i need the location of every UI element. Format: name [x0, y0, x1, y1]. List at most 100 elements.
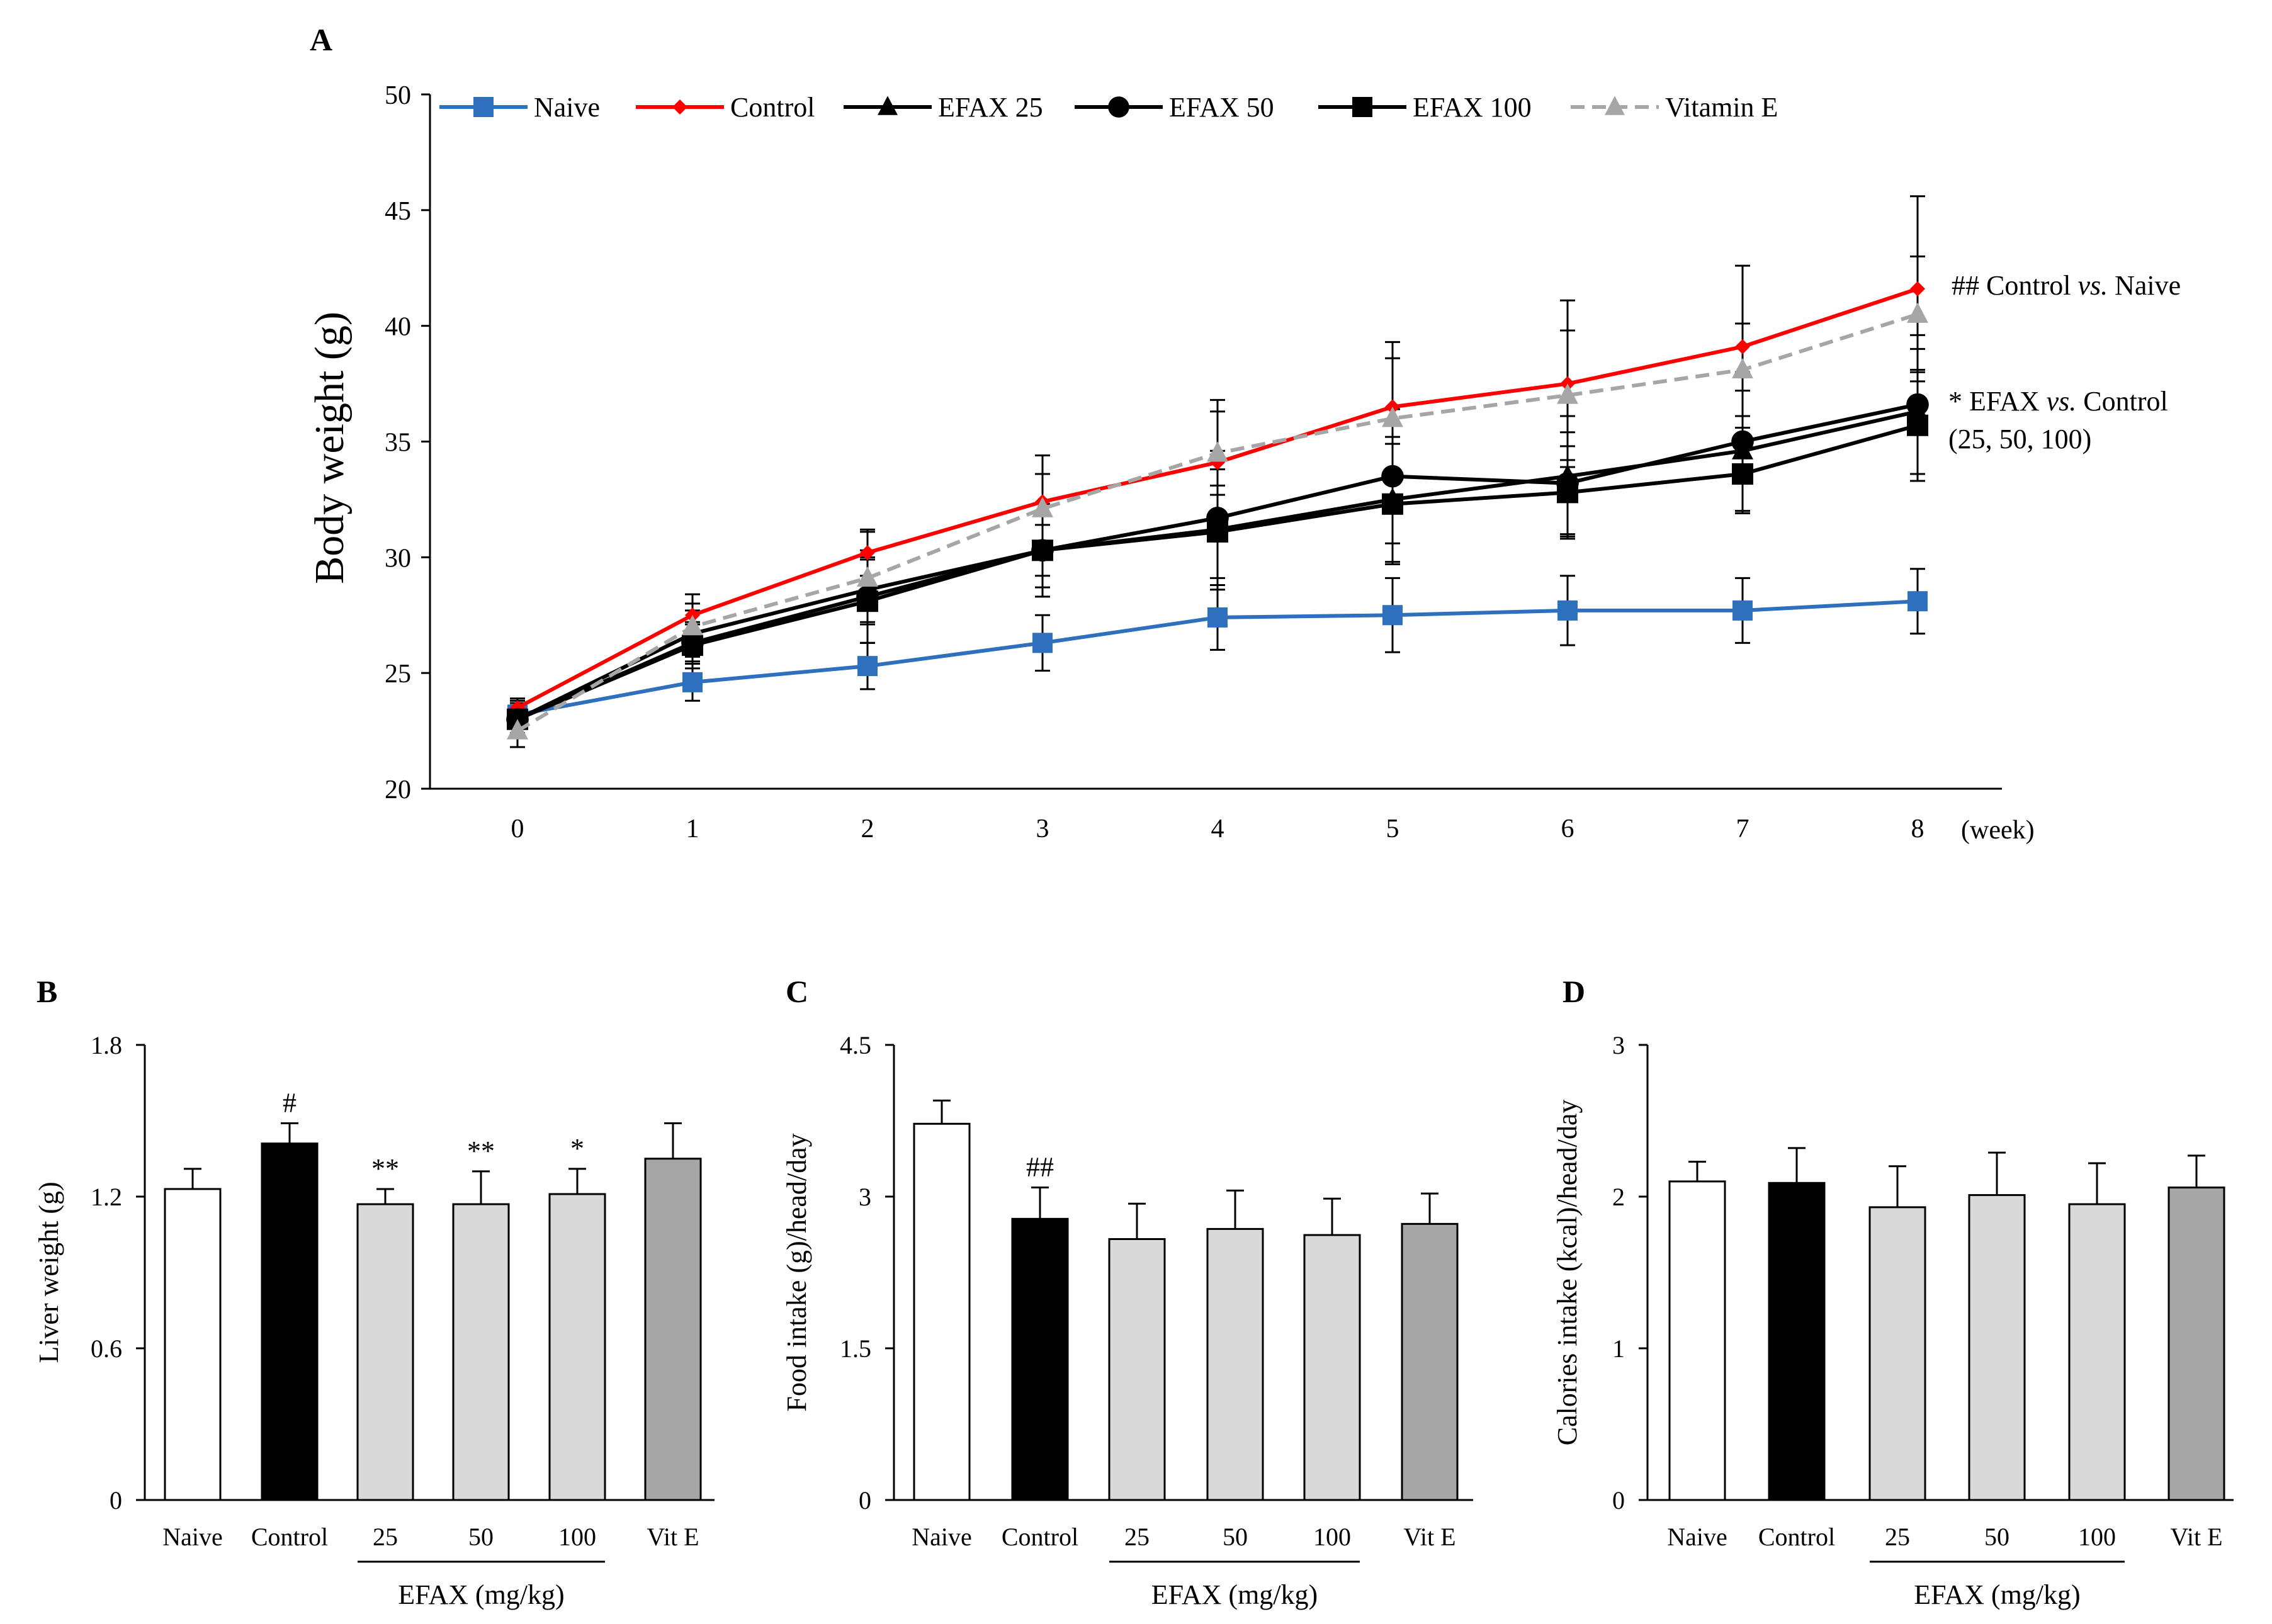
legend-item-efax-100: EFAX 100 [1318, 92, 1532, 123]
x-tick-label: 25 [1885, 1523, 1910, 1551]
data-point [1732, 600, 1753, 621]
y-tick-label: 1.2 [91, 1183, 122, 1211]
x-tick-label: 50 [468, 1523, 494, 1551]
x-tick-label: 25 [373, 1523, 398, 1551]
legend-label: Control [730, 92, 815, 123]
annotation-doses: (25, 50, 100) [1948, 424, 2091, 454]
data-point [1382, 493, 1403, 515]
legend-item-vitamin-e: Vitamin E [1571, 92, 1778, 123]
panel-label-d: D [1563, 974, 1585, 1009]
bar-group-control: ## Control [1002, 1152, 1078, 1551]
significance-marker: ## [1026, 1152, 1054, 1183]
legend-swatch-marker [1352, 97, 1372, 117]
x-tick-label: 100 [558, 1523, 596, 1551]
y-axis-title: Body weight (g) [307, 312, 353, 584]
data-point [1907, 302, 1928, 323]
bar-group-vit-e: Vit E [2167, 1154, 2225, 1551]
panel-b-liver-weight-chart: 0 0.6 1.2 1.8 Liver weight (g) Naive # Control *… [33, 1031, 715, 1610]
y-axis-title: Liver weight (g) [33, 1181, 64, 1363]
x-tick-label: 5 [1386, 815, 1399, 843]
bar [1206, 1227, 1264, 1501]
x-tick-label: Naive [162, 1523, 223, 1551]
data-point [682, 634, 703, 657]
series-vitamin-e [507, 302, 1928, 740]
data-point [1557, 482, 1578, 504]
x-tick-label: 100 [1313, 1523, 1351, 1551]
y-tick-label: 25 [385, 660, 411, 689]
bar-group-25: 25 [1108, 1202, 1166, 1551]
bar-group-naive: Naive [162, 1168, 223, 1551]
legend-item-efax-25: EFAX 25 [844, 92, 1043, 123]
legend-label: EFAX 100 [1413, 92, 1532, 123]
annotation-text: Control [2076, 386, 2167, 417]
y-tick-label: 1.5 [840, 1334, 871, 1363]
annotation-italic: vs. [2077, 270, 2108, 301]
bar [1668, 1180, 1726, 1501]
legend-item-efax-50: EFAX 50 [1075, 92, 1274, 123]
data-point [1731, 430, 1754, 453]
group-label: EFAX (mg/kg) [398, 1579, 564, 1610]
x-tick-label: 0 [511, 815, 524, 843]
x-tick-label: 50 [1223, 1523, 1248, 1551]
x-tick-label: Vit E [2170, 1523, 2222, 1551]
data-point [857, 656, 878, 677]
x-tick-label: Control [1758, 1523, 1835, 1551]
bar-group-50: 50 [1968, 1151, 2026, 1551]
y-tick-label: 3 [1612, 1031, 1625, 1059]
bar [2068, 1203, 2126, 1501]
bar [1768, 1181, 1826, 1501]
legend-label: Vitamin E [1665, 92, 1778, 123]
significance-marker: * [570, 1133, 584, 1164]
data-point [1382, 605, 1403, 626]
annotation-control-vs-naive: ## Control vs. Naive [1952, 270, 2181, 301]
bar-group-control: # Control [251, 1088, 328, 1551]
legend-swatch-marker [878, 96, 898, 115]
bar-group-50: 50 [1206, 1189, 1264, 1551]
bar [1968, 1194, 2026, 1501]
data-point [1910, 281, 1925, 296]
y-tick-label: 45 [385, 197, 411, 226]
bar-group-100: 100 [1303, 1197, 1361, 1551]
data-point [1732, 358, 1753, 379]
x-tick-label: Control [1002, 1523, 1078, 1551]
panel-c-food-intake-chart: 0 1.5 3 4.5 Food intake (g)/head/day Naive ## C… [781, 1031, 1473, 1610]
data-point [1382, 407, 1403, 427]
y-tick-label: 0 [859, 1486, 871, 1514]
x-tick-label: 3 [1036, 815, 1049, 843]
y-tick-label: 2 [1612, 1183, 1625, 1211]
data-point [1557, 383, 1578, 404]
data-point [1906, 393, 1929, 416]
legend-item-control: Control [636, 92, 815, 123]
data-point [682, 614, 703, 636]
bar-group-control: Control [1758, 1147, 1835, 1551]
bar-group-100: 100 [2068, 1162, 2126, 1551]
x-axis-unit: (week) [1961, 816, 2035, 845]
significance-marker: ** [371, 1153, 399, 1184]
bar [356, 1203, 414, 1501]
data-point [1207, 521, 1228, 543]
data-point [682, 672, 703, 692]
y-tick-label: 1 [1612, 1334, 1625, 1363]
data-point [1732, 463, 1753, 485]
group-label: EFAX (mg/kg) [1914, 1579, 2080, 1610]
x-tick-label: 7 [1736, 815, 1749, 843]
y-tick-label: 1.8 [91, 1031, 122, 1059]
bar-group-vit-e: Vit E [644, 1122, 702, 1551]
y-tick-label: 30 [385, 544, 411, 573]
panel-label-c: C [786, 974, 808, 1009]
x-tick-label: 4 [1211, 815, 1224, 843]
data-point [1557, 600, 1578, 621]
panel-label-b: B [37, 974, 57, 1009]
series-efax-100 [507, 414, 1928, 730]
data-point [1032, 539, 1053, 561]
legend-swatch-marker [1605, 96, 1625, 115]
bar [2167, 1187, 2225, 1501]
annotation-text: ## Control [1952, 270, 2077, 301]
x-tick-label: 100 [2078, 1523, 2116, 1551]
legend: Naive Control EFAX 25 EFAX 50 EFAX 100 Vitami… [439, 92, 1778, 123]
y-tick-label: 0 [1612, 1486, 1625, 1514]
legend-item-naive: Naive [439, 92, 600, 123]
x-tick-label: 6 [1561, 815, 1574, 843]
data-point [857, 566, 878, 587]
